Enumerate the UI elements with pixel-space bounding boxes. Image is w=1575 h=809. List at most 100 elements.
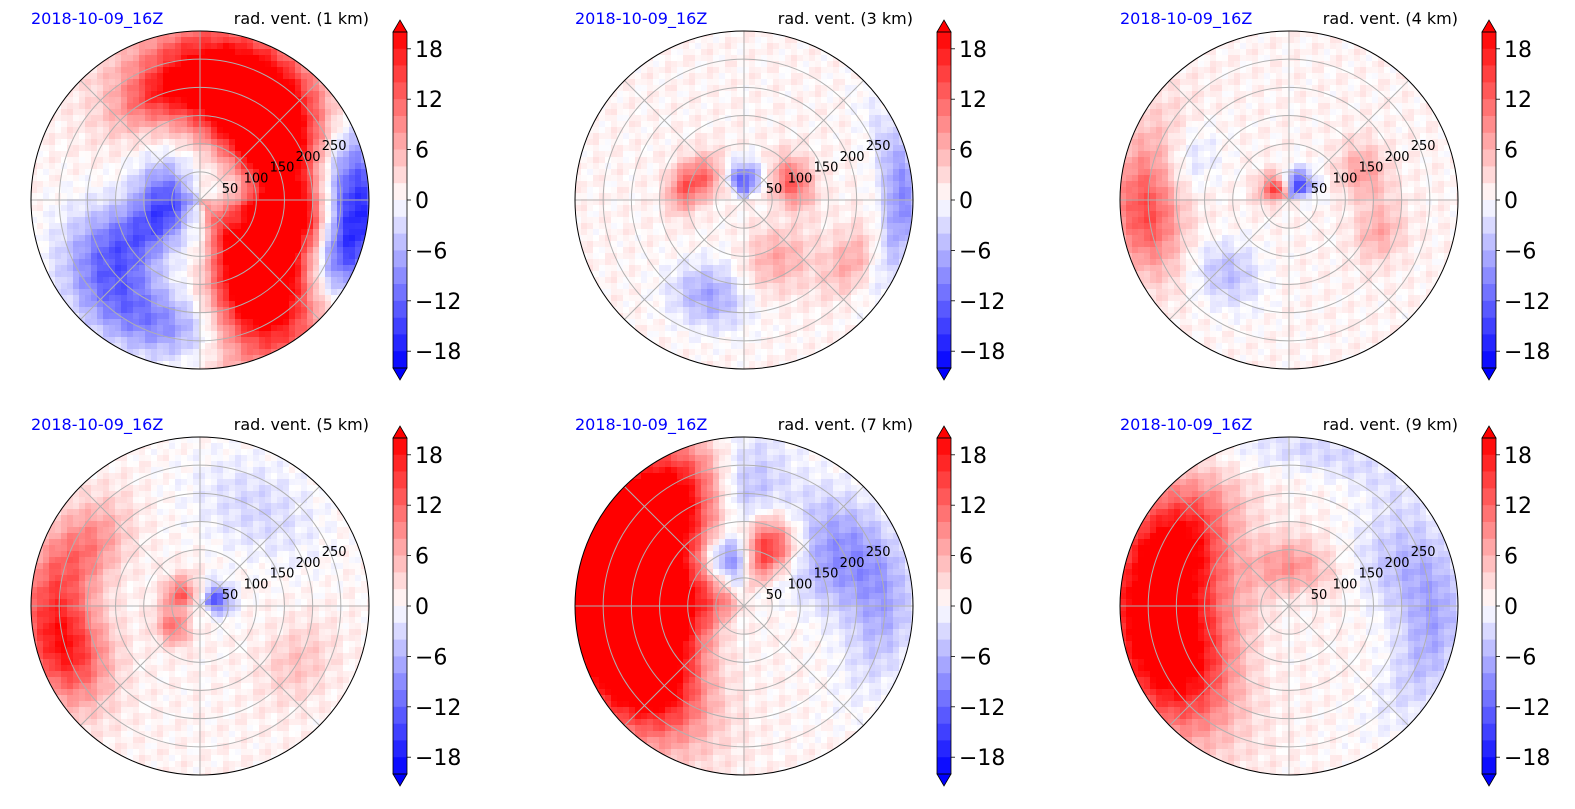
panel-datetime: 2018-10-09_16Z [31, 9, 163, 29]
radial-tick-label: 150 [1359, 161, 1384, 176]
colorbar-tick-label: 18 [415, 444, 443, 469]
field-4 [31, 437, 369, 775]
radial-tick-label: 150 [270, 161, 295, 176]
colorbar-tick-label: −12 [1504, 696, 1550, 721]
colorbar-tick-label: 0 [415, 189, 429, 214]
polar-grid [575, 437, 913, 775]
radial-tick-label: 100 [1333, 171, 1358, 186]
radial-tick-label: 200 [840, 556, 865, 571]
radial-tick-label: 250 [866, 545, 891, 560]
colorbar-tick-label: −18 [1504, 340, 1550, 365]
colorbar-tick-label: −6 [1504, 239, 1536, 264]
radial-tick-label: 50 [222, 588, 239, 603]
colorbar-tick-label: 6 [1504, 139, 1518, 164]
colorbar-tick-label: 6 [959, 545, 973, 570]
radial-tick-label: 100 [244, 171, 269, 186]
radial-tick-label: 150 [270, 567, 295, 582]
radial-tick-label: 50 [1311, 588, 1328, 603]
radial-tick-label: 50 [1311, 182, 1328, 197]
colorbar-tick-label: 18 [415, 38, 443, 63]
colorbar-tick-label: 18 [959, 444, 987, 469]
colorbar-tick-label: −6 [959, 645, 991, 670]
radial-tick-label: 250 [322, 139, 347, 154]
colorbar-tick-label: 0 [1504, 595, 1518, 620]
colorbar-tick-label: 18 [1504, 444, 1532, 469]
colorbar-tick-label: −12 [415, 290, 461, 315]
field-2 [575, 31, 913, 369]
colorbar-tick-label: −18 [415, 746, 461, 771]
panel-title: rad. vent. (3 km) [778, 9, 913, 28]
radial-tick-label: 100 [1333, 577, 1358, 592]
polar-boundary [30, 436, 370, 776]
radial-tick-label: 100 [788, 577, 813, 592]
radial-tick-label: 50 [766, 588, 783, 603]
polar-boundary [1119, 30, 1459, 370]
panel-title: rad. vent. (1 km) [234, 9, 369, 28]
colorbar-tick-label: −18 [959, 746, 1005, 771]
colorbar-tick-label: −18 [1504, 746, 1550, 771]
colorbar-tick-label: −6 [959, 239, 991, 264]
colorbar-tick-label: 6 [415, 545, 429, 570]
colorbar-tick-label: −12 [959, 696, 1005, 721]
colorbar: 18 12 6 0 −6 −12 −18 [392, 19, 461, 381]
polar-boundary [1119, 436, 1459, 776]
radial-tick-label: 150 [814, 567, 839, 582]
radial-tick-label: 100 [244, 577, 269, 592]
radial-tick-label: 100 [788, 171, 813, 186]
radial-tick-label: 200 [1385, 556, 1410, 571]
colorbar: 18 12 6 0 −6 −12 −18 [392, 425, 461, 787]
colorbar-tick-label: 18 [959, 38, 987, 63]
colorbar-tick-label: −12 [1504, 290, 1550, 315]
colorbar-tick-label: 0 [1504, 189, 1518, 214]
polar-boundary [574, 30, 914, 370]
radial-tick-label: 150 [814, 161, 839, 176]
radial-tick-label: 250 [322, 545, 347, 560]
colorbar: 18 12 6 0 −6 −12 −18 [936, 425, 1005, 787]
polar-boundary [30, 30, 370, 370]
polar-grid [31, 31, 369, 369]
colorbar-tick-label: 12 [959, 494, 987, 519]
panel-datetime: 2018-10-09_16Z [575, 9, 707, 29]
colorbar-tick-label: 6 [1504, 545, 1518, 570]
colorbar-tick-label: −6 [1504, 645, 1536, 670]
colorbar: 18 12 6 0 −6 −12 −18 [1481, 425, 1550, 787]
panel-datetime: 2018-10-09_16Z [1120, 415, 1252, 435]
colorbar-tick-label: −12 [959, 290, 1005, 315]
colorbar-tick-label: −18 [959, 340, 1005, 365]
radial-tick-label: 50 [222, 182, 239, 197]
colorbar: 18 12 6 0 −6 −12 −18 [1481, 19, 1550, 381]
panel-datetime: 2018-10-09_16Z [1120, 9, 1252, 29]
colorbar-tick-label: 0 [415, 595, 429, 620]
panel-title: rad. vent. (5 km) [234, 415, 369, 434]
radial-tick-label: 150 [1359, 567, 1384, 582]
radial-tick-label: 200 [296, 150, 321, 165]
colorbar-tick-label: 18 [1504, 38, 1532, 63]
colorbar-tick-label: 12 [415, 88, 443, 113]
colorbar-tick-label: 12 [1504, 88, 1532, 113]
colorbar-tick-label: 0 [959, 595, 973, 620]
panel-datetime: 2018-10-09_16Z [575, 415, 707, 435]
colorbar-tick-label: 0 [959, 189, 973, 214]
colorbar-tick-label: 6 [415, 139, 429, 164]
radial-tick-label: 200 [840, 150, 865, 165]
colorbar-tick-label: −12 [415, 696, 461, 721]
colorbar-tick-label: 12 [1504, 494, 1532, 519]
colorbar-tick-label: 6 [959, 139, 973, 164]
colorbar: 18 12 6 0 −6 −12 −18 [936, 19, 1005, 381]
radial-tick-label: 200 [296, 556, 321, 571]
colorbar-tick-label: −6 [415, 645, 447, 670]
radial-tick-label: 50 [766, 182, 783, 197]
colorbar-tick-label: 12 [415, 494, 443, 519]
radial-tick-label: 250 [1411, 545, 1436, 560]
panel-title: rad. vent. (7 km) [778, 415, 913, 434]
radial-tick-label: 200 [1385, 150, 1410, 165]
radial-tick-label: 250 [1411, 139, 1436, 154]
colorbar-tick-label: −6 [415, 239, 447, 264]
panel-title: rad. vent. (9 km) [1323, 415, 1458, 434]
